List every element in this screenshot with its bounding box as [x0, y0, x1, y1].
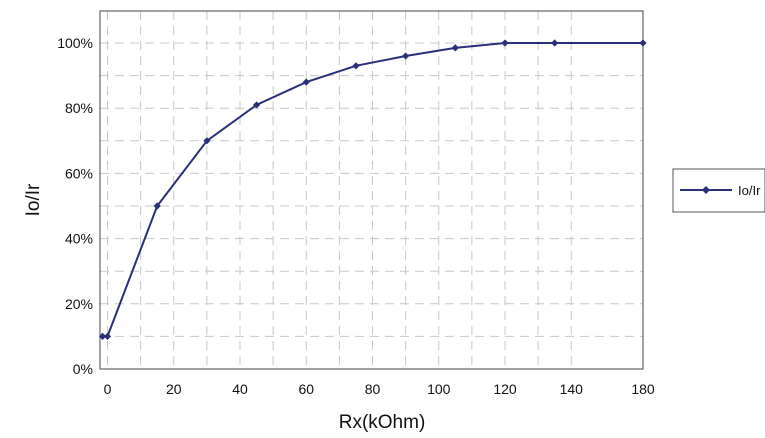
- data-point-marker: [103, 332, 112, 340]
- data-point-marker: [302, 78, 310, 86]
- data-point-marker: [402, 52, 410, 60]
- x-tick-label: 180: [631, 381, 655, 397]
- series-group: [98, 39, 647, 340]
- y-tick-label: 60%: [65, 165, 93, 181]
- x-tick-label: 20: [166, 381, 182, 397]
- data-point-marker: [639, 39, 647, 47]
- legend-marker-swatch: [702, 186, 710, 194]
- y-axis-title: Io/Ir: [23, 183, 44, 216]
- data-point-marker: [252, 101, 261, 109]
- data-point-marker: [153, 202, 161, 210]
- x-tick-label: 40: [232, 381, 248, 397]
- x-tick-label: 0: [104, 381, 112, 397]
- data-point-marker: [501, 39, 509, 47]
- data-point-marker: [98, 332, 107, 340]
- legend-label: Io/Ir: [738, 183, 761, 198]
- grid: [100, 11, 643, 370]
- plot-area: [99, 10, 644, 370]
- y-tick-label: 20%: [65, 296, 93, 312]
- y-axis-ticks: 0% 20% 40% 60% 80% 100%: [57, 35, 93, 377]
- y-tick-label: 100%: [57, 35, 93, 51]
- x-axis-title: Rx(kOhm): [339, 412, 426, 433]
- data-point-marker: [551, 39, 559, 47]
- series-line: [102, 42, 643, 338]
- x-tick-label: 120: [493, 381, 517, 397]
- data-point-marker: [451, 44, 459, 52]
- y-tick-label: 80%: [65, 100, 93, 116]
- x-tick-label: 100: [427, 381, 451, 397]
- data-point-marker: [203, 137, 211, 145]
- x-axis-ticks: 0 20 40 60 80 100 120 140 180: [104, 381, 655, 397]
- x-tick-label: 60: [298, 381, 314, 397]
- data-point-marker: [352, 62, 360, 70]
- x-tick-label: 80: [365, 381, 381, 397]
- x-tick-label: 140: [560, 381, 584, 397]
- y-tick-label: 0%: [73, 361, 93, 377]
- legend: Io/Ir: [672, 168, 765, 213]
- y-tick-label: 40%: [65, 231, 93, 247]
